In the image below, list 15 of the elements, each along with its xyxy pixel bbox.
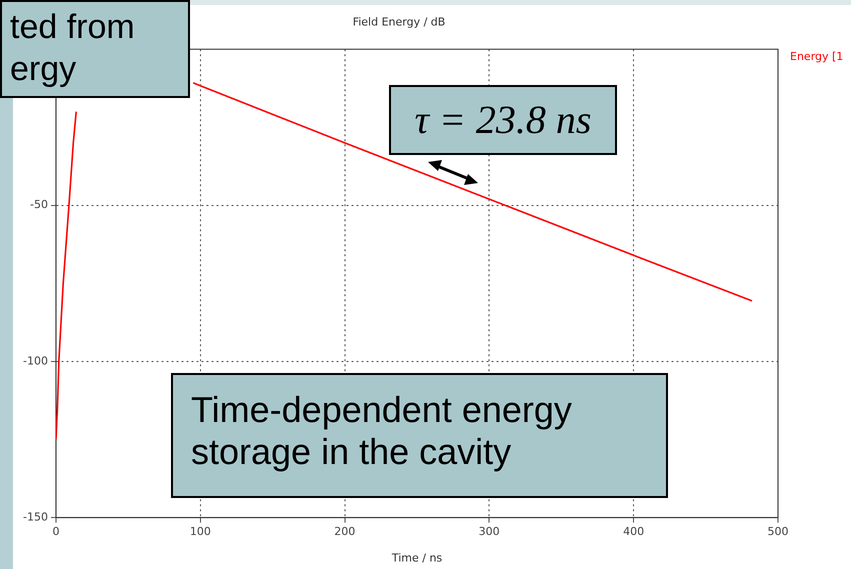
x-tick-label: 200: [334, 525, 356, 538]
y-tick-label: -150: [22, 510, 48, 524]
x-tick-label: 400: [623, 525, 644, 538]
x-tick-label: 100: [190, 525, 211, 538]
y-tick-label: -50: [30, 198, 48, 212]
x-tick-label: 0: [52, 525, 60, 538]
note-box: τ = 23.8 ns: [389, 85, 617, 155]
x-axis-title: Time / ns: [390, 551, 442, 564]
y-tick-label: -100: [22, 354, 48, 368]
chart-title: Field Energy / dB: [352, 15, 446, 28]
note-box: Time-dependent energy storage in the cavity: [171, 373, 668, 498]
note-box: ted from ergy: [0, 0, 190, 98]
x-tick-label: 300: [478, 525, 500, 538]
text: Energy [1: [790, 50, 844, 64]
x-tick-label: 500: [768, 525, 788, 538]
